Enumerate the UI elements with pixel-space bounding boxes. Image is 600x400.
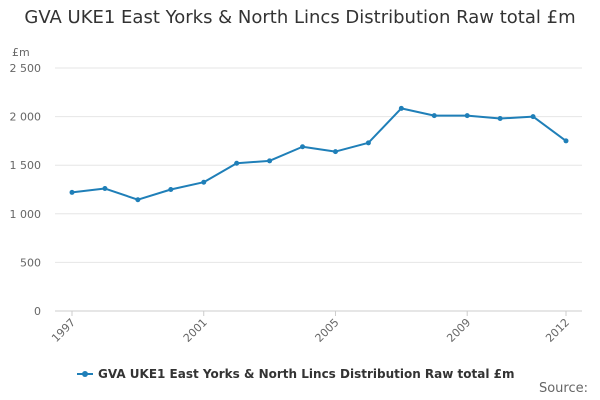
legend-swatch-marker <box>82 371 88 377</box>
data-point <box>168 187 174 192</box>
series-layer <box>69 105 569 203</box>
legend-label: GVA UKE1 East Yorks & North Lincs Distri… <box>98 367 515 381</box>
data-point <box>201 179 207 185</box>
data-point <box>365 140 371 146</box>
y-axis-ticks: 0 500 1 000 1 500 2 000 2 500 <box>10 62 42 318</box>
y-tick-label: 2 500 <box>10 62 42 75</box>
x-tick-label: 2012 <box>543 316 572 345</box>
data-point <box>464 113 470 119</box>
data-point <box>497 116 503 122</box>
chart-title: GVA UKE1 East Yorks & North Lincs Distri… <box>24 7 576 28</box>
data-point <box>267 158 273 164</box>
series-line <box>71 107 567 201</box>
x-tick-label: 1997 <box>49 316 78 345</box>
x-axis-ticks: 1997 2001 2005 2009 2012 <box>49 311 572 345</box>
data-point <box>398 105 404 111</box>
gridlines <box>55 67 582 263</box>
x-tick-label: 2001 <box>181 316 210 345</box>
y-tick-label: 500 <box>20 256 41 269</box>
data-point <box>563 138 569 144</box>
data-point <box>300 144 306 150</box>
data-point <box>234 160 240 166</box>
y-tick-label: 2 000 <box>10 111 42 124</box>
data-point <box>69 189 75 195</box>
source-label: Source: <box>538 381 588 396</box>
y-tick-label: 1 500 <box>10 159 42 172</box>
legend[interactable]: GVA UKE1 East Yorks & North Lincs Distri… <box>77 367 515 381</box>
y-tick-label: 1 000 <box>10 208 42 221</box>
x-tick-label: 2005 <box>313 316 342 345</box>
data-point <box>102 186 108 192</box>
data-point <box>530 114 536 120</box>
y-axis-unit-label: £m <box>12 46 30 59</box>
data-point <box>135 197 141 203</box>
x-tick-label: 2009 <box>444 316 473 345</box>
y-tick-label: 0 <box>34 305 41 318</box>
data-point <box>332 149 338 155</box>
data-point <box>431 113 437 119</box>
